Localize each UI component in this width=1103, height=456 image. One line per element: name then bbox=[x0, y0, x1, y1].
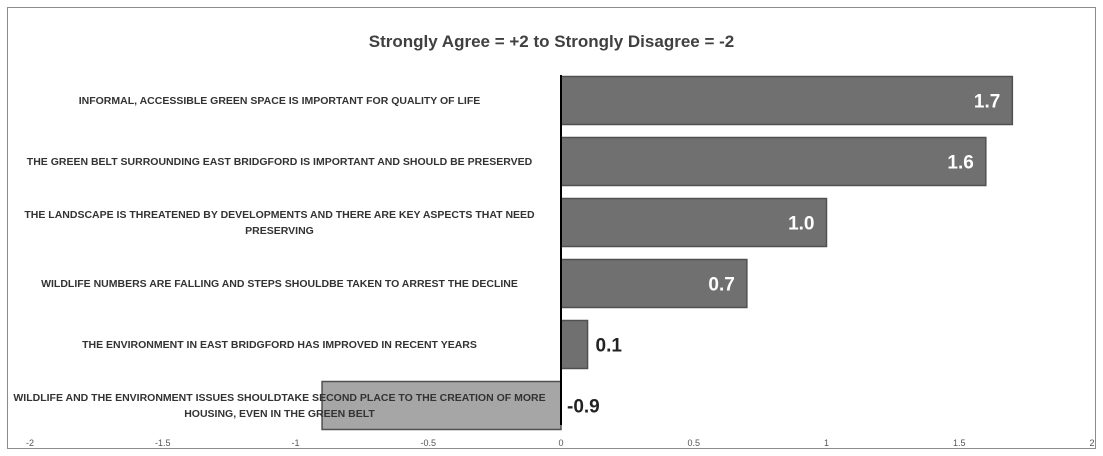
value-label-1: 1.6 bbox=[947, 153, 973, 174]
category-label-0: INFORMAL, ACCESSIBLE GREEN SPACE IS IMPO… bbox=[78, 94, 481, 107]
bar-5 bbox=[321, 380, 562, 431]
value-label-3: 0.7 bbox=[708, 275, 734, 296]
value-label-0: 1.7 bbox=[974, 92, 1000, 113]
category-label-5: WILDLIFE AND THE ENVIRONMENT ISSUES SHOU… bbox=[13, 391, 546, 420]
x-tick-label-1: -1.5 bbox=[155, 438, 171, 448]
bar-0 bbox=[560, 75, 1014, 126]
category-label-2: THE LANDSCAPE IS THREATENED BY DEVELOPME… bbox=[24, 208, 535, 237]
value-label-2: 1.0 bbox=[788, 214, 814, 235]
value-label-4: 0.1 bbox=[596, 336, 623, 357]
value-label-5: -0.9 bbox=[567, 397, 600, 418]
x-tick-label-6: 1 bbox=[824, 438, 829, 448]
bar-4 bbox=[560, 319, 589, 370]
category-label-3: WILDLIFE NUMBERS ARE FALLING AND STEPS S… bbox=[41, 277, 518, 290]
bar-1 bbox=[560, 136, 987, 187]
chart-title: Strongly Agree = +2 to Strongly Disagree… bbox=[368, 32, 735, 51]
x-tick-label-3: -0.5 bbox=[420, 438, 436, 448]
x-tick-label-4: 0 bbox=[558, 438, 563, 448]
category-label-1: THE GREEN BELT SURROUNDING EAST BRIDGFOR… bbox=[26, 155, 533, 168]
bar-2 bbox=[560, 197, 828, 248]
x-tick-label-2: -1 bbox=[291, 438, 299, 448]
x-tick-label-7: 1.5 bbox=[953, 438, 966, 448]
bar-3 bbox=[560, 258, 748, 309]
category-label-4: THE ENVIRONMENT IN EAST BRIDGFORD HAS IM… bbox=[82, 338, 477, 351]
x-tick-label-0: -2 bbox=[26, 438, 34, 448]
x-tick-label-5: 0.5 bbox=[687, 438, 700, 448]
x-tick-label-8: 2 bbox=[1089, 438, 1094, 448]
